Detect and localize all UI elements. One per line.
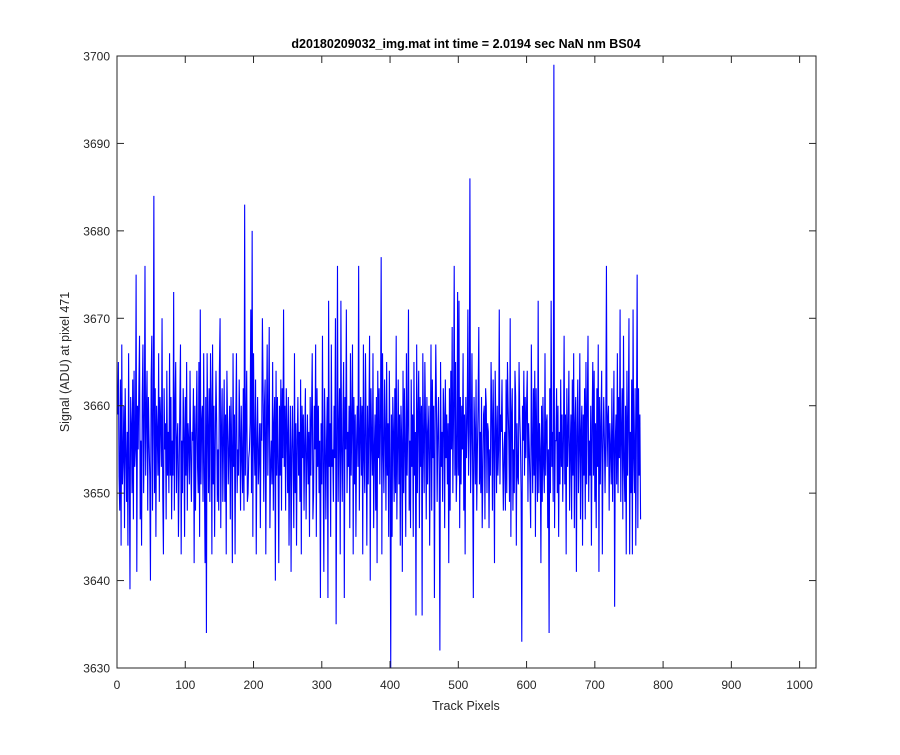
y-tick-label: 3650 [83,487,110,501]
x-tick-label: 1000 [786,678,813,692]
y-tick-label: 3680 [83,224,110,238]
y-tick-label: 3640 [83,574,110,588]
x-tick-label: 900 [721,678,741,692]
axes-background [117,56,816,668]
series-line [117,64,642,668]
x-tick-label: 800 [653,678,673,692]
x-axis-label: Track Pixels [432,699,500,713]
y-tick-label: 3660 [83,399,110,413]
y-axis: 3630 3640 3650 3660 3670 3680 3690 3700 [83,50,816,676]
x-tick-label: 300 [312,678,332,692]
x-tick-label: 0 [114,678,121,692]
axes-frame [116,55,817,669]
x-tick-label: 400 [380,678,400,692]
x-tick-label: 600 [517,678,537,692]
y-tick-label: 3690 [83,137,110,151]
y-tick-label: 3630 [83,662,110,676]
y-tick-label: 3670 [83,312,110,326]
x-tick-label: 100 [175,678,195,692]
x-tick-label: 200 [244,678,264,692]
plot-area [117,56,816,668]
x-tick-label: 700 [585,678,605,692]
x-axis: 0 100 200 300 400 500 600 700 800 900 1000 [114,56,813,692]
x-tick-label: 500 [448,678,468,692]
y-tick-label: 3700 [83,50,110,64]
chart-title: d20180209032_img.mat int time = 2.0194 s… [291,37,640,51]
series-group [117,64,642,668]
y-axis-label: Signal (ADU) at pixel 471 [58,292,72,432]
